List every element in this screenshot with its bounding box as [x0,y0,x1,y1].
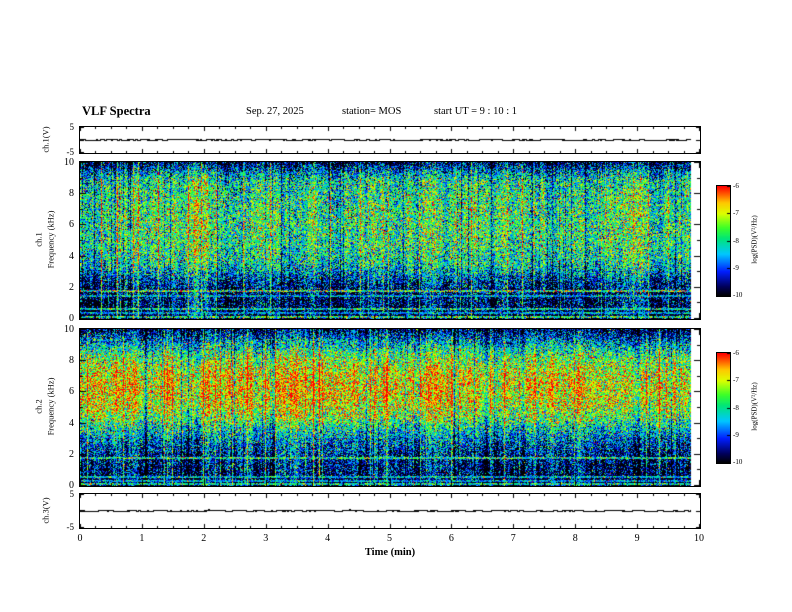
x-tick-label: 4 [325,533,331,544]
y-tick-label: 2 [69,281,74,293]
colorbar-ch1 [716,185,731,297]
x-tick-label: 5 [387,533,392,544]
colorbar-tick-label: -8 [733,403,739,412]
x-tick-label: 2 [201,533,207,544]
y-tick-label: 10 [64,324,74,335]
y-tick-label: -5 [66,147,75,157]
colorbar-tick-label: -9 [733,263,739,272]
x-tick-label: 1 [139,533,145,544]
colorbar-tick-label: -10 [733,291,743,299]
colorbar-tick-label: -6 [733,182,739,190]
colorbar-ch2 [716,352,731,464]
x-tick-label: 10 [694,533,704,544]
ch1-voltage-panel [79,126,701,154]
y-tick-label: 10 [64,157,74,168]
colorbar-tick-label: -8 [733,236,739,245]
x-tick-label: 0 [77,533,83,544]
ch1-spectrogram-ylabel-line1: ch.1 [33,232,44,247]
colorbar-ch1-canvas [717,186,730,296]
colorbar-tick-label: -9 [733,430,739,439]
y-tick-label: 2 [69,448,74,460]
colorbar-ch2-canvas [717,353,730,463]
y-tick-label: 5 [69,122,75,132]
ch1-voltage-canvas [80,127,700,153]
figure-station: station= MOS [342,106,402,117]
y-tick-label: 0 [69,313,74,324]
colorbar-tick-label: -6 [733,349,739,357]
ch3-voltage-canvas [80,494,700,528]
ch2-spectrogram-ylabel-line1: ch.2 [33,399,44,414]
y-tick-label: 4 [69,417,74,429]
x-tick-label: 3 [263,533,269,544]
x-tick-label: 8 [572,533,578,544]
ch1-spectrogram-canvas [80,162,700,319]
x-tick-label: 6 [448,533,454,544]
colorbar-tick-label: -10 [733,458,743,466]
ch2-spectrogram-panel [79,328,701,487]
x-tick-label: 9 [634,533,640,544]
y-tick-label: 8 [69,188,74,200]
y-tick-label: 8 [69,355,74,367]
x-axis-label: Time (min) [364,547,416,558]
figure-start-ut: start UT = 9 : 10 : 1 [434,106,518,117]
ch2-spectrogram-canvas [80,329,700,486]
y-tick-label: 0 [69,480,74,491]
colorbar-tick-label: -7 [733,376,739,385]
y-tick-label: 6 [69,219,74,231]
ch3-voltage-panel [79,493,701,529]
figure-date: Sep. 27, 2025 [246,106,304,117]
y-tick-label: 6 [69,386,74,398]
x-tick-label: 7 [510,533,516,544]
ch1-spectrogram-panel [79,161,701,320]
y-tick-label: 5 [69,489,75,499]
y-tick-label: -5 [66,522,75,532]
colorbar-tick-label: -7 [733,209,739,218]
figure-title: VLF Spectra [82,104,151,118]
y-tick-label: 4 [69,250,74,262]
